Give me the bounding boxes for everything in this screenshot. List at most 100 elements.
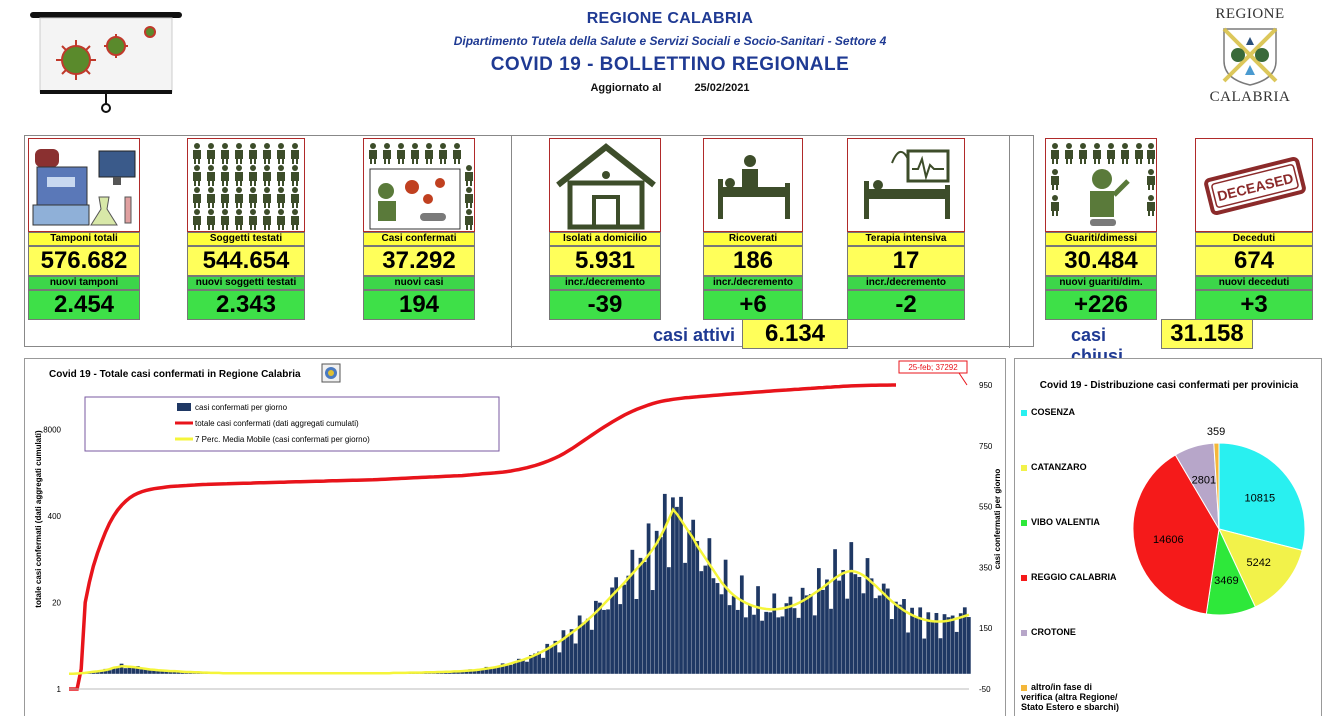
crest-mini-icon xyxy=(321,363,341,383)
daily-case-bar xyxy=(683,562,687,674)
panel-divider xyxy=(511,136,512,348)
daily-case-bar xyxy=(723,559,728,674)
daily-case-bar xyxy=(139,669,144,674)
stat-card-isolati: Isolati a domicilio 5.931 incr./decremen… xyxy=(549,138,661,320)
daily-case-bar xyxy=(618,604,623,674)
right-axis-tick-label: 150 xyxy=(979,624,993,633)
chart-title: Covid 19 - Totale casi confermati in Reg… xyxy=(49,369,301,380)
daily-case-bar xyxy=(954,631,959,674)
daily-case-bar xyxy=(144,669,148,674)
legend-swatch xyxy=(1021,574,1027,581)
daily-case-bar xyxy=(711,578,716,674)
daily-case-bar xyxy=(537,651,541,674)
left-axis-ticks: 1 20 400 8000 xyxy=(43,425,61,694)
daily-case-bar xyxy=(630,549,635,674)
hospital-bed-icon xyxy=(703,138,803,232)
daily-case-bar xyxy=(131,667,136,674)
daily-case-bar xyxy=(553,640,558,674)
daily-case-bar xyxy=(172,671,177,674)
moving-average-line xyxy=(69,507,970,676)
daily-case-bar xyxy=(906,632,910,674)
daily-case-bar xyxy=(792,608,797,674)
daily-case-bar xyxy=(962,607,967,674)
daily-case-bar xyxy=(922,638,927,674)
pie-slice xyxy=(1132,454,1220,615)
stat-sub-value: +226 xyxy=(1045,290,1157,320)
daily-case-bar xyxy=(135,666,140,674)
stat-value: 30.484 xyxy=(1045,246,1157,276)
right-axis-tick-label: 350 xyxy=(979,563,993,572)
legend-swatch xyxy=(1021,409,1027,416)
daily-case-bar xyxy=(833,549,837,674)
daily-case-bar xyxy=(594,600,598,674)
daily-case-bar xyxy=(796,617,801,674)
stat-card-terapia: Terapia intensiva 17 incr./decremento -2 xyxy=(847,138,965,320)
daily-case-bar xyxy=(950,615,955,674)
stat-label: Isolati a domicilio xyxy=(549,232,661,246)
stat-value: 674 xyxy=(1195,246,1313,276)
pie-legend-item: altro/in fase di verifica (altra Regione… xyxy=(1021,682,1123,712)
daily-case-bar xyxy=(776,617,781,674)
pie-legend-item: REGGIO CALABRIA xyxy=(1021,572,1131,582)
daily-case-bar xyxy=(808,594,813,674)
left-axis-tick-label: 400 xyxy=(48,512,62,521)
daily-case-bar xyxy=(934,612,939,674)
province-pie-panel: Covid 19 - Distribuzione casi confermati… xyxy=(1014,358,1322,716)
daily-case-bar xyxy=(488,668,493,674)
daily-case-bar xyxy=(565,636,570,674)
stat-sub-label: nuovi casi xyxy=(363,276,475,290)
daily-case-bar xyxy=(731,596,736,674)
daily-case-bar xyxy=(942,614,947,674)
daily-case-bar xyxy=(152,669,156,674)
daily-case-bar xyxy=(703,565,708,674)
daily-case-bar xyxy=(662,493,667,674)
stat-label: Ricoverati xyxy=(703,232,803,246)
daily-case-bar xyxy=(119,663,124,674)
daily-case-bar xyxy=(877,595,882,674)
daily-case-bar xyxy=(549,646,554,674)
daily-case-bar xyxy=(837,580,841,674)
daily-case-bar xyxy=(516,658,521,674)
pie-title: Covid 19 - Distribuzione casi confermati… xyxy=(1039,380,1299,391)
daily-case-bar xyxy=(691,519,696,674)
daily-case-bar xyxy=(658,537,663,674)
daily-case-bar xyxy=(508,664,513,674)
page-title: COVID 19 - BOLLETTINO REGIONALE xyxy=(490,54,850,75)
virus-banner-icon xyxy=(30,12,182,113)
daily-case-bar xyxy=(914,616,919,674)
daily-case-bar xyxy=(756,586,760,674)
daily-case-bar xyxy=(752,614,756,674)
daily-case-bar xyxy=(881,583,886,674)
daily-case-bar xyxy=(646,523,651,674)
legend-swatch xyxy=(1021,464,1027,471)
icu-monitor-icon xyxy=(847,138,965,232)
stat-value: 186 xyxy=(703,246,803,276)
pie-legend-item: VIBO VALENTIA xyxy=(1021,517,1131,527)
right-axis-tick-label: -50 xyxy=(979,685,991,694)
pie-labels: 10815 5242 3469 14606 2801 359 xyxy=(1153,426,1275,587)
daily-case-bar xyxy=(768,612,773,674)
daily-case-bar xyxy=(541,657,546,674)
panel-divider xyxy=(1009,136,1010,348)
daily-case-bar xyxy=(902,599,906,674)
daily-case-bar xyxy=(739,575,744,674)
stat-label: Soggetti testati xyxy=(187,232,305,246)
stat-card-tamponi: Tamponi totali 576.682 nuovi tamponi 2.4… xyxy=(28,138,140,320)
crest-top-text: REGIONE xyxy=(1215,6,1285,22)
pie-slice xyxy=(1218,528,1303,608)
daily-case-bar xyxy=(99,671,104,674)
pie-legend-item: COSENZA xyxy=(1021,407,1131,417)
daily-case-bar xyxy=(748,604,752,674)
daily-case-bar xyxy=(638,557,643,674)
daily-case-bar xyxy=(115,667,120,674)
daily-case-bar xyxy=(654,530,659,674)
daily-case-bar xyxy=(492,667,497,674)
pie-slice-label: 10815 xyxy=(1244,492,1275,504)
daily-case-bar xyxy=(160,670,164,674)
stat-sub-label: nuovi tamponi xyxy=(28,276,140,290)
legend-swatch xyxy=(1021,684,1027,691)
daily-case-bar xyxy=(845,598,850,674)
chart-annotation: 25-feb; 37292 xyxy=(898,360,968,386)
active-cases-value: 6.134 xyxy=(742,319,848,349)
left-axis-tick-label: 1 xyxy=(57,685,62,694)
